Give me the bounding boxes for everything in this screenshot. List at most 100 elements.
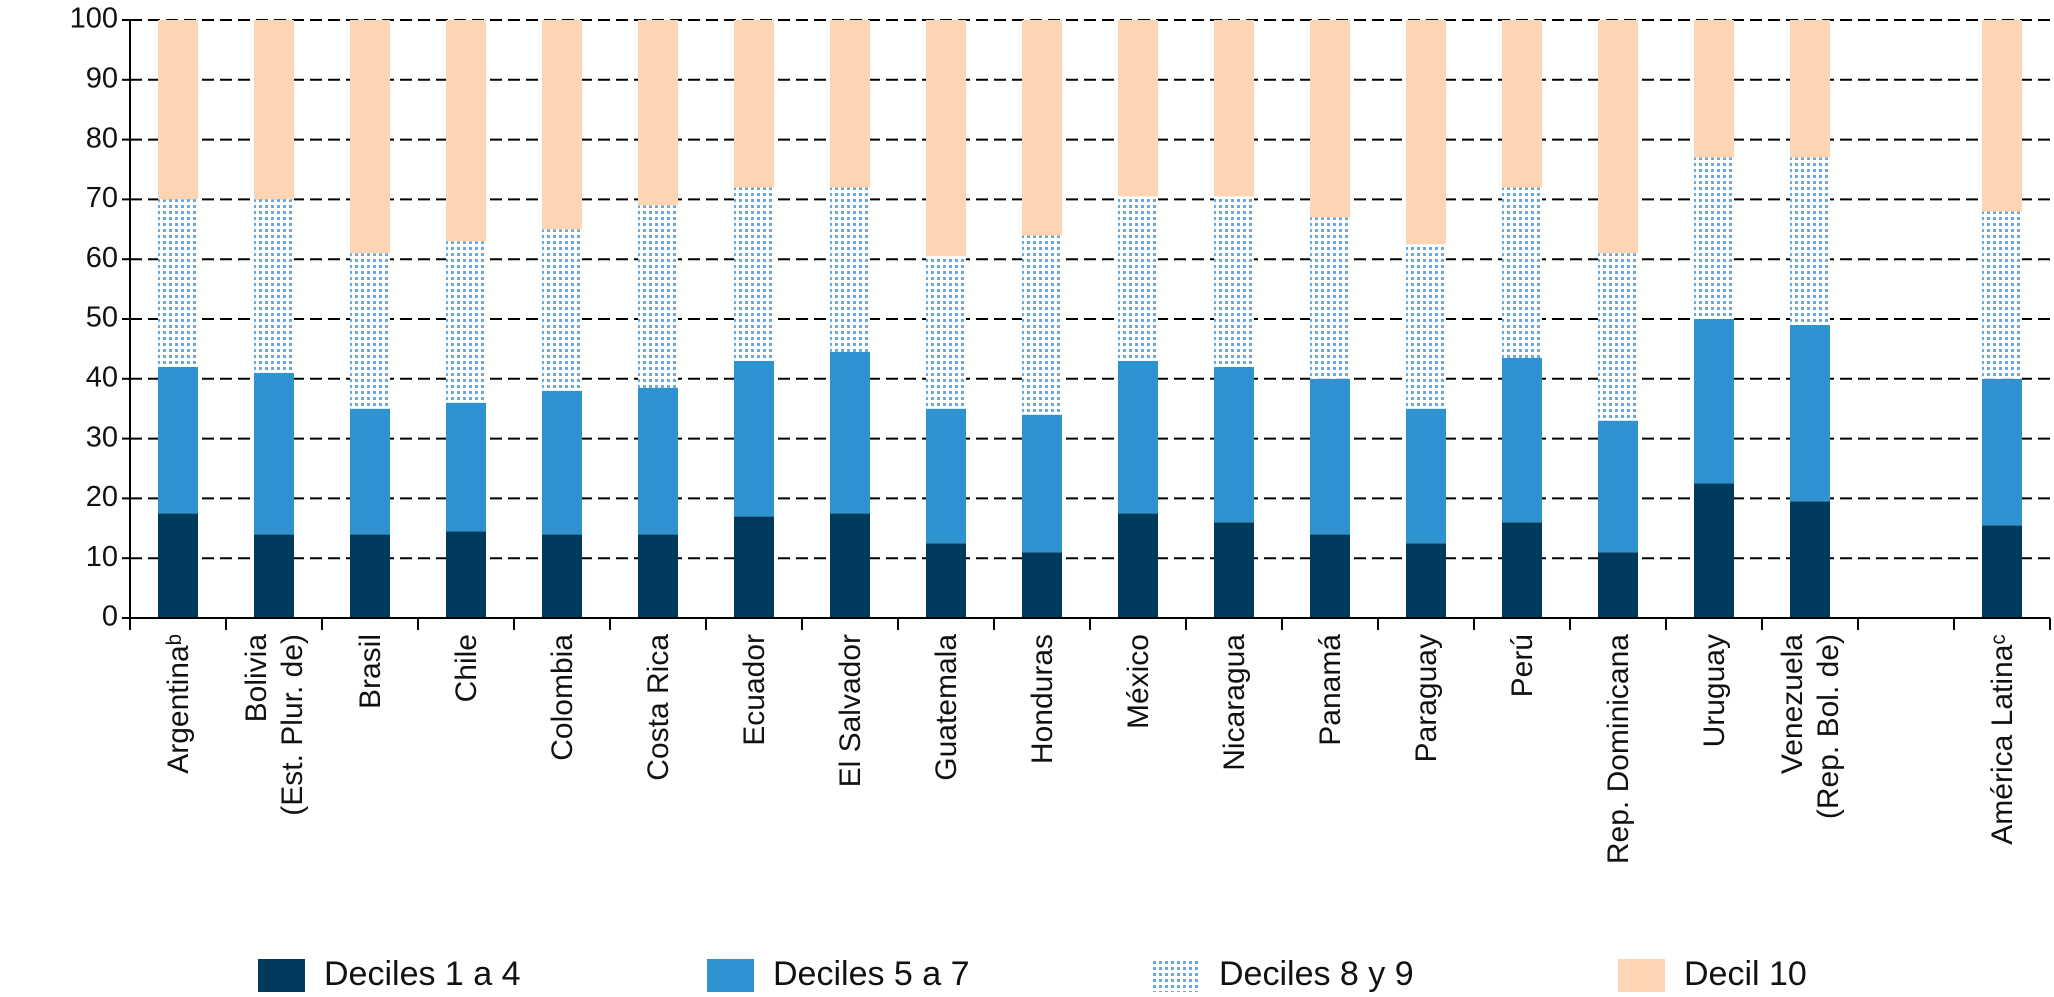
bar-segment	[638, 534, 678, 618]
y-tick-label: 80	[86, 122, 118, 154]
x-tick-label: Paraguay	[1410, 634, 1443, 762]
bar-segment	[1598, 253, 1638, 421]
y-tick-label: 70	[86, 182, 118, 214]
x-tick-label: Guatemala	[930, 634, 963, 781]
legend-label: Deciles 1 a 4	[324, 955, 521, 993]
bar-segment	[1694, 157, 1734, 319]
legend-label: Decil 10	[1684, 955, 1807, 993]
bar-segment	[1790, 157, 1830, 325]
bar-segment	[830, 513, 870, 618]
bar-segment	[1022, 20, 1062, 236]
bar-segment	[926, 408, 966, 544]
x-tick-group: Panamá	[1314, 634, 1347, 746]
x-tick-label: Argentinaᵇ	[162, 634, 195, 774]
bar-segment	[1598, 552, 1638, 618]
x-tick-group: El Salvador	[834, 634, 867, 787]
bar-segment	[1118, 20, 1158, 197]
bar-segment	[446, 531, 486, 618]
bar-segment	[1790, 501, 1830, 618]
bar-segment	[1022, 552, 1062, 618]
bar-segment	[254, 534, 294, 618]
bar-segment	[542, 229, 582, 391]
y-tick-label: 30	[86, 421, 118, 453]
x-tick-group: Chile	[450, 634, 483, 702]
bar-segment	[1022, 414, 1062, 553]
bar-segment	[1310, 378, 1350, 535]
bar-segment	[1790, 20, 1830, 158]
bar-segment	[446, 20, 486, 242]
x-tick-group: Nicaragua	[1218, 634, 1251, 771]
bar-segment	[158, 513, 198, 618]
x-tick-group: Guatemala	[930, 634, 963, 781]
legend-swatch	[1618, 959, 1665, 992]
x-tick-group: América Latinaᶜ	[1986, 634, 2019, 845]
bar-segment	[446, 241, 486, 403]
y-tick-label: 60	[86, 242, 118, 274]
bar-segment	[350, 408, 390, 535]
bar-segment	[1310, 217, 1350, 379]
legend-label: Deciles 8 y 9	[1219, 955, 1414, 993]
bar-segment	[638, 387, 678, 535]
bar-segment	[446, 402, 486, 532]
bar-segment	[1982, 378, 2022, 526]
x-tick-label: Nicaragua	[1218, 634, 1251, 771]
x-tick-label: Costa Rica	[642, 634, 675, 781]
x-tick-label: Perú	[1506, 634, 1539, 697]
bar-segment	[350, 253, 390, 409]
bar-segment	[542, 20, 582, 230]
bar-segment	[1310, 534, 1350, 618]
bar-segment	[1790, 324, 1830, 502]
x-tick-group: Perú	[1506, 634, 1539, 697]
legend-swatch	[707, 959, 754, 992]
x-tick-label: Ecuador	[738, 634, 771, 746]
bar-segment	[350, 20, 390, 254]
x-tick-label: Bolivia (Est. Plur. de)	[240, 634, 309, 816]
bar-segment	[638, 205, 678, 388]
x-tick-group: Ecuador	[738, 634, 771, 746]
x-tick-label: El Salvador	[834, 634, 867, 787]
bar-segment	[734, 516, 774, 618]
y-tick-label: 40	[86, 361, 118, 393]
x-tick-label: Honduras	[1026, 634, 1059, 764]
bar-segment	[1502, 357, 1542, 523]
bar-segment	[1406, 244, 1446, 409]
legend-label: Deciles 5 a 7	[773, 955, 970, 993]
bar-segment	[254, 372, 294, 535]
x-tick-group: Brasil	[354, 634, 387, 709]
bar-segment	[1214, 20, 1254, 197]
x-tick-group: Bolivia (Est. Plur. de)	[240, 634, 309, 816]
bar-segment	[1406, 543, 1446, 618]
x-tick-group: Rep. Dominicana	[1602, 634, 1635, 864]
bar-segment	[734, 187, 774, 361]
y-tick-label: 50	[86, 302, 118, 334]
bar-segment	[542, 390, 582, 535]
bar-segment	[1694, 483, 1734, 618]
x-tick-label: México	[1122, 634, 1155, 729]
x-tick-label: Uruguay	[1698, 634, 1731, 747]
bar-segment	[158, 199, 198, 367]
x-tick-group: Colombia	[546, 634, 579, 761]
x-tick-group: Venezuela (Rep. Bol. de)	[1776, 634, 1845, 819]
bar-segment	[1982, 525, 2022, 618]
bar-segment	[1694, 20, 1734, 158]
bar-segment	[830, 351, 870, 514]
y-tick-label: 20	[86, 481, 118, 513]
bar-segment	[1310, 20, 1350, 218]
bar-segment	[254, 199, 294, 373]
x-tick-label: Colombia	[546, 634, 579, 761]
x-tick-label: Brasil	[354, 634, 387, 709]
x-tick-label: Chile	[450, 634, 483, 702]
bar-segment	[158, 366, 198, 514]
x-tick-label: América Latinaᶜ	[1986, 634, 2019, 845]
bar-segment	[830, 20, 870, 188]
legend-swatch	[1153, 959, 1200, 992]
bar-segment	[1406, 20, 1446, 245]
x-tick-label: Panamá	[1314, 634, 1347, 746]
x-tick-label: Rep. Dominicana	[1602, 634, 1635, 864]
bar-segment	[926, 256, 966, 409]
bar-segment	[734, 20, 774, 188]
bar-segment	[1598, 20, 1638, 254]
x-tick-group: Honduras	[1026, 634, 1059, 764]
x-tick-group: Argentinaᵇ	[162, 634, 195, 774]
bar-segment	[926, 543, 966, 618]
